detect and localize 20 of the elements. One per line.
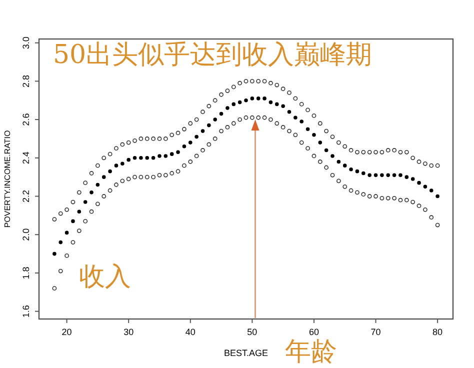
y-tick-label: 2.6 xyxy=(21,113,31,126)
y-tick-label: 1.8 xyxy=(21,266,31,280)
y-tick-label: 2.8 xyxy=(21,74,31,88)
y-tick-label: 2.2 xyxy=(21,190,31,203)
y-tick-label: 2.4 xyxy=(21,152,31,164)
annotation: 50出头似乎达到收入巅峰期 xyxy=(53,40,372,70)
annotation: 收入 xyxy=(79,262,131,292)
text: 年龄 xyxy=(285,337,337,367)
y-tick-label: 3.0 xyxy=(21,36,31,50)
x-tick-label: 50 xyxy=(247,327,258,337)
x-tick-label: 60 xyxy=(308,327,319,337)
x-tick-label: 80 xyxy=(432,327,443,337)
x-axis-title: BEST.AGE xyxy=(224,348,268,358)
y-axis-title: POVERTY.INCOME.RATIO xyxy=(3,130,12,228)
x-tick-label: 70 xyxy=(370,327,381,337)
x-tick-label: 30 xyxy=(124,327,134,337)
x-tick-label: 20 xyxy=(62,327,72,337)
y-tick-label: 1.6 xyxy=(21,305,31,318)
x-tick-label: 40 xyxy=(185,327,196,337)
y-tick-label: 2.0 xyxy=(21,228,31,241)
